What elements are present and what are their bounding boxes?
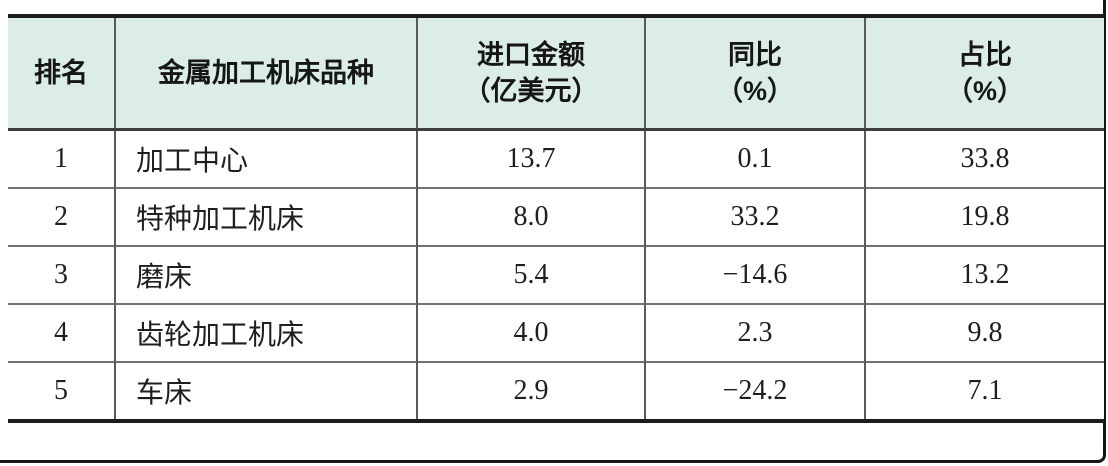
- cell-variety: 特种加工机床: [115, 187, 418, 246]
- cell-share: 13.2: [865, 245, 1104, 304]
- cell-import-amount: 8.0: [417, 187, 646, 246]
- table-row: 2 特种加工机床 8.0 33.2 19.8: [8, 187, 1104, 246]
- cell-yoy: −14.6: [645, 245, 866, 304]
- col-header-yoy-label: 同比: [728, 39, 782, 70]
- table-header: 排名 金属加工机床品种 进口金额 （亿美元） 同比 （%） 占比 （%）: [8, 16, 1104, 131]
- cell-yoy: −24.2: [645, 361, 866, 421]
- col-header-import-amount-label: 进口金额: [477, 39, 585, 70]
- col-header-share-label: 占比: [958, 39, 1012, 70]
- col-header-variety-label: 金属加工机床品种: [158, 57, 374, 88]
- table-row: 4 齿轮加工机床 4.0 2.3 9.8: [8, 303, 1104, 362]
- col-header-rank-label: 排名: [34, 57, 88, 88]
- cell-yoy: 2.3: [645, 303, 866, 362]
- col-header-yoy: 同比 （%）: [645, 16, 866, 131]
- cell-rank: 1: [8, 129, 116, 188]
- col-header-share-unit: （%）: [945, 76, 1024, 106]
- cell-variety: 车床: [115, 361, 418, 421]
- cell-share: 9.8: [865, 303, 1104, 362]
- machine-tool-import-table: 排名 金属加工机床品种 进口金额 （亿美元） 同比 （%） 占比 （%）: [8, 14, 1104, 423]
- col-header-variety: 金属加工机床品种: [115, 16, 418, 131]
- cell-variety: 加工中心: [115, 129, 418, 188]
- cell-variety: 齿轮加工机床: [115, 303, 418, 362]
- table-row: 3 磨床 5.4 −14.6 13.2: [8, 245, 1104, 304]
- cell-rank: 5: [8, 361, 116, 421]
- cell-yoy: 0.1: [645, 129, 866, 188]
- col-header-yoy-unit: （%）: [715, 76, 794, 106]
- col-header-rank: 排名: [8, 16, 116, 131]
- cell-variety: 磨床: [115, 245, 418, 304]
- col-header-import-amount: 进口金额 （亿美元）: [417, 16, 646, 131]
- cell-share: 7.1: [865, 361, 1104, 421]
- cell-import-amount: 2.9: [417, 361, 646, 421]
- cell-share: 33.8: [865, 129, 1104, 188]
- table-row: 5 车床 2.9 −24.2 7.1: [8, 361, 1104, 421]
- cell-rank: 3: [8, 245, 116, 304]
- table-row: 1 加工中心 13.7 0.1 33.8: [8, 129, 1104, 188]
- cell-import-amount: 4.0: [417, 303, 646, 362]
- cell-rank: 4: [8, 303, 116, 362]
- cell-import-amount: 13.7: [417, 129, 646, 188]
- cell-yoy: 33.2: [645, 187, 866, 246]
- cell-import-amount: 5.4: [417, 245, 646, 304]
- cell-rank: 2: [8, 187, 116, 246]
- cell-share: 19.8: [865, 187, 1104, 246]
- col-header-import-amount-unit: （亿美元）: [463, 76, 599, 106]
- col-header-share: 占比 （%）: [865, 16, 1104, 131]
- header-row: 排名 金属加工机床品种 进口金额 （亿美元） 同比 （%） 占比 （%）: [8, 16, 1104, 131]
- table-body: 1 加工中心 13.7 0.1 33.8 2 特种加工机床 8.0 33.2 1…: [8, 129, 1104, 421]
